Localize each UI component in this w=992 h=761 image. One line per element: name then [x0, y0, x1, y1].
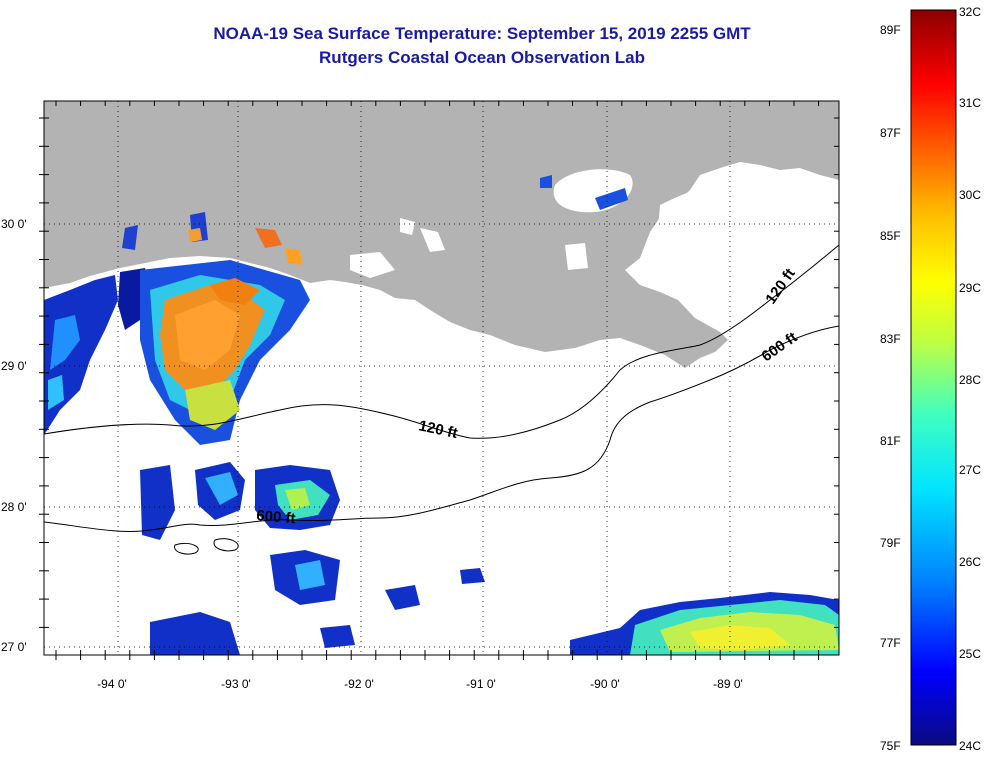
colorbar-f-label: 85F: [880, 229, 901, 243]
colorbar-c-label: 30C: [959, 188, 982, 202]
colorbar-c-label: 29C: [959, 281, 982, 295]
longitude-label: -93 0': [221, 677, 251, 691]
lake: [565, 243, 588, 270]
colorbar-f-label: 83F: [880, 332, 901, 346]
bathymetry-contours: [44, 244, 839, 555]
colorbar-c-label: 24C: [959, 739, 982, 753]
colorbar-c-label: 28C: [959, 373, 982, 387]
colorbar-c-label: 27C: [959, 463, 982, 477]
colorbar: [910, 9, 957, 746]
map-title: NOAA-19 Sea Surface Temperature: Septemb…: [213, 24, 751, 43]
lake: [655, 174, 835, 328]
colorbar-c-label: 32C: [959, 5, 982, 19]
colorbar-f-label: 87F: [880, 126, 901, 140]
longitude-label: -94 0': [97, 677, 127, 691]
colorbar-f-label: 77F: [880, 636, 901, 650]
colorbar-c-label: 31C: [959, 96, 982, 110]
colorbar-f-label: 75F: [880, 739, 901, 753]
latitude-label: 28 0': [1, 500, 27, 514]
colorbar-f-label: 89F: [880, 23, 901, 37]
map-subtitle: Rutgers Coastal Ocean Observation Lab: [319, 48, 645, 67]
colorbar-f-label: 81F: [880, 434, 901, 448]
map-frame: [43, 100, 840, 656]
colorbar-c-label: 25C: [959, 647, 982, 661]
latitude-label: 30 0': [1, 217, 27, 231]
sst-data-patches: [44, 175, 839, 655]
latitude-label: 29 0': [1, 359, 27, 373]
contour-600ft: [44, 325, 839, 532]
contour-120ft-west: [44, 244, 839, 439]
longitude-label: -92 0': [344, 677, 374, 691]
colorbar-f-label: 79F: [880, 536, 901, 550]
latitude-label: 27 0': [1, 640, 27, 654]
colorbar-c-label: 26C: [959, 555, 982, 569]
longitude-label: -89 0': [713, 677, 743, 691]
contour-label: 600 ft: [256, 507, 297, 527]
axis-ticks: [39, 101, 839, 660]
lake: [420, 228, 445, 252]
longitude-label: -90 0': [590, 677, 620, 691]
longitude-label: -91 0': [466, 677, 496, 691]
land-area: [44, 101, 839, 368]
lake: [400, 218, 415, 235]
